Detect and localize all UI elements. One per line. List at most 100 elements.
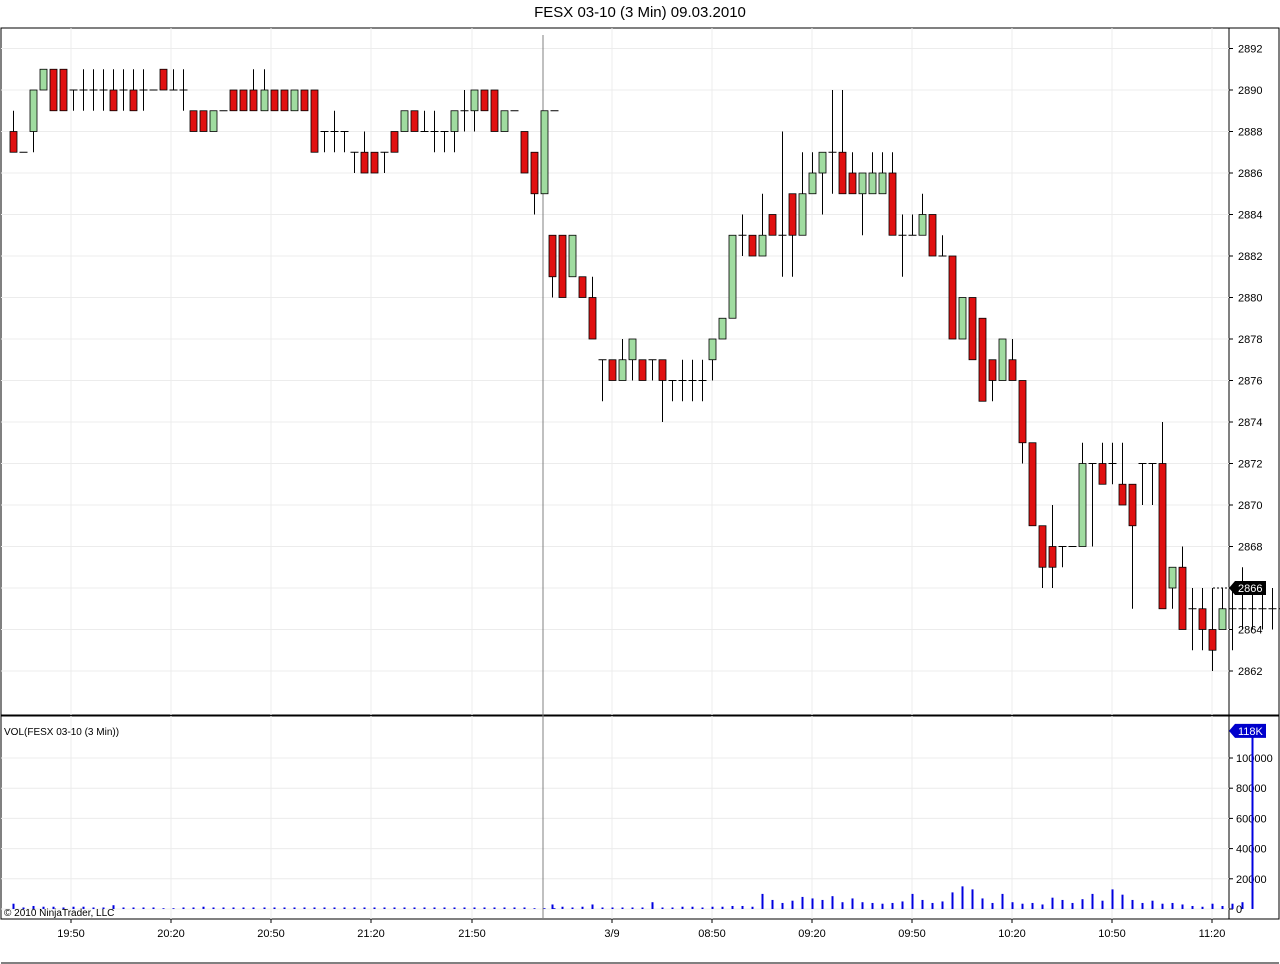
candle-body — [1128, 483, 1137, 527]
last-price-marker — [1229, 581, 1266, 595]
candle-body — [540, 110, 549, 195]
candle-body — [1218, 608, 1227, 630]
candle-body — [1048, 546, 1057, 568]
candle-body — [568, 234, 577, 278]
candle-body — [239, 89, 248, 112]
last-volume-marker — [1229, 723, 1266, 738]
price-panel-frame — [0, 27, 1280, 716]
candle-body — [109, 89, 118, 112]
candle-body — [490, 89, 499, 132]
y-tick-label: 2886 — [1238, 168, 1262, 180]
y-tick-label: 2864 — [1238, 625, 1262, 637]
candle-body — [848, 172, 857, 195]
volume-y-tick-label: 60000 — [1236, 813, 1267, 825]
candle-body — [608, 359, 617, 381]
candle-body — [748, 234, 757, 257]
x-tick-label: 11:20 — [1199, 928, 1226, 940]
candle-body — [500, 110, 509, 132]
candle-body — [189, 110, 198, 132]
candle-body — [718, 317, 727, 340]
volume-y-tick-label: 20000 — [1236, 874, 1267, 886]
candle-body — [1018, 380, 1027, 444]
candle-body — [209, 110, 218, 132]
candle-body — [868, 172, 877, 195]
candle-body — [400, 110, 409, 132]
y-tick-label: 2892 — [1238, 44, 1262, 56]
candle-body — [470, 89, 479, 112]
candle-body — [260, 89, 269, 112]
y-tick-label: 2878 — [1238, 334, 1262, 346]
candle-body — [1098, 463, 1107, 485]
candle-body — [49, 68, 58, 112]
candle-body — [159, 68, 168, 91]
last-price-label: 2866 — [1238, 583, 1262, 595]
candle-body — [530, 151, 539, 195]
x-tick-label: 3/9 — [604, 928, 619, 940]
x-tick-label: 08:50 — [698, 928, 726, 940]
candle-body — [708, 338, 717, 361]
volume-y-tick-label: 0 — [1236, 904, 1242, 916]
candle-body — [548, 234, 557, 278]
candle-body — [918, 214, 927, 236]
candle-body — [658, 359, 667, 381]
candle-body — [290, 89, 299, 112]
y-tick-label: 2870 — [1238, 500, 1262, 512]
volume-y-tick-label: 40000 — [1236, 844, 1267, 856]
candle-body — [878, 172, 887, 195]
y-tick-label: 2868 — [1238, 542, 1262, 554]
candle-body — [29, 89, 38, 132]
candle-body — [9, 131, 18, 153]
candle-body — [818, 151, 827, 174]
candle-body — [39, 68, 48, 91]
y-tick-label: 2884 — [1238, 210, 1262, 222]
candle-body — [59, 68, 68, 112]
candle-body — [808, 172, 817, 195]
x-tick-label: 21:20 — [357, 928, 385, 940]
last-volume-label: 118K — [1238, 726, 1264, 738]
candle-body — [988, 359, 997, 381]
candle-body — [728, 234, 737, 319]
chart-title: FESX 03-10 (3 Min) 09.03.2010 — [534, 4, 746, 21]
candle-body — [948, 255, 957, 340]
candle-body — [310, 89, 319, 153]
candle-body — [410, 110, 419, 132]
x-tick-label: 19:50 — [57, 928, 85, 940]
candle-body — [480, 89, 489, 112]
candle-body — [888, 172, 897, 236]
candle-body — [1168, 566, 1177, 589]
candle-body — [638, 359, 647, 381]
x-tick-label: 21:50 — [458, 928, 486, 940]
candle-body — [129, 89, 138, 112]
y-tick-label: 2890 — [1238, 85, 1262, 97]
y-tick-label: 2888 — [1238, 127, 1262, 139]
candle-body — [390, 131, 399, 153]
volume-y-tick-label: 80000 — [1236, 783, 1267, 795]
candle-body — [968, 297, 977, 361]
candle-body — [1208, 629, 1217, 651]
candle-body — [1118, 483, 1127, 506]
candle-body — [788, 193, 797, 236]
candle-body — [928, 214, 937, 257]
candle-body — [1038, 525, 1047, 568]
candle-body — [249, 89, 258, 112]
candle-body — [578, 276, 587, 298]
x-tick-label: 09:20 — [798, 928, 826, 940]
y-tick-label: 2882 — [1238, 251, 1262, 263]
candle-body — [270, 89, 279, 112]
x-tick-label: 10:50 — [1098, 928, 1126, 940]
candle-body — [1178, 566, 1187, 630]
y-tick-label: 2862 — [1238, 666, 1262, 678]
candle-body — [1198, 608, 1207, 630]
candle-body — [998, 338, 1007, 381]
y-tick-label: 2874 — [1238, 417, 1262, 429]
candle-body — [520, 131, 529, 174]
candle-body — [360, 151, 369, 174]
candle-body — [280, 89, 289, 112]
candle-body — [1008, 359, 1017, 381]
y-tick-label: 2880 — [1238, 293, 1262, 305]
candle-body — [450, 110, 459, 132]
candle-body — [1078, 463, 1087, 547]
y-tick-label: 2876 — [1238, 376, 1262, 388]
x-tick-label: 10:20 — [998, 928, 1026, 940]
